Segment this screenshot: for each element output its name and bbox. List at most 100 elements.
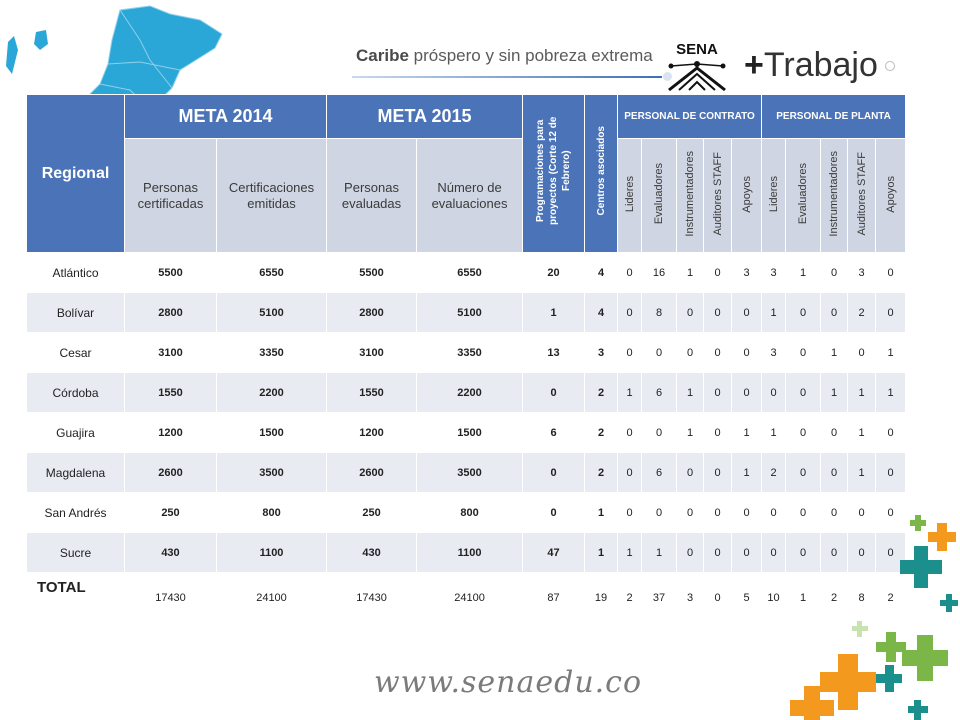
table-cell: 0 xyxy=(641,492,678,533)
role-header: Auditores STAFF xyxy=(703,138,733,253)
role-header: Lideres xyxy=(617,138,643,253)
table-cell: 0 xyxy=(785,292,822,333)
table-cell: 1500 xyxy=(215,412,328,453)
table-cell: 3 xyxy=(584,332,619,373)
table-row: Cesar 3100 3350 3100 3350 13 3 0 0 0 0 0 3 0 1 0 1 xyxy=(26,332,907,373)
table-cell: 3 xyxy=(731,252,763,293)
role-header: Apoyos xyxy=(875,138,907,253)
table-cell: 2 xyxy=(584,452,619,493)
total-cell: 24100 xyxy=(416,572,524,623)
table-row: Sucre 430 1100 430 1100 47 1 1 1 0 0 0 0 0 0 0 0 xyxy=(26,532,907,573)
centros-label: Centros asociados xyxy=(595,126,607,216)
total-cell: 17430 xyxy=(124,572,217,623)
role-label: Apoyos xyxy=(884,175,897,213)
table-cell: 1 xyxy=(761,292,787,333)
table-cell: 0 xyxy=(617,452,643,493)
total-cell: 24100 xyxy=(215,572,328,623)
role-label: Evaluadores xyxy=(653,163,666,225)
table-cell: 0 xyxy=(820,452,849,493)
header-meta-2014: META 2014 xyxy=(123,94,328,139)
sena-logo-text: SENA xyxy=(676,41,718,58)
table-cell: 0 xyxy=(522,372,586,413)
table-cell: 1 xyxy=(761,412,787,453)
table-cell: 0 xyxy=(785,492,822,533)
table-cell: 1 xyxy=(847,452,877,493)
header-meta-2015: META 2015 xyxy=(326,94,524,139)
table-cell: 800 xyxy=(215,492,328,533)
table-cell: 0 xyxy=(641,332,678,373)
table-cell: 6 xyxy=(522,412,586,453)
table-cell: 1 xyxy=(847,372,877,413)
table-cell: 0 xyxy=(676,292,705,333)
table-cell: 3 xyxy=(761,252,787,293)
header-regional: Regional xyxy=(26,94,125,253)
total-cell: 87 xyxy=(522,572,586,623)
table-cell: 0 xyxy=(875,252,907,293)
table-cell: 2200 xyxy=(215,372,328,413)
table-cell: 1100 xyxy=(416,532,524,573)
table-cell: 4 xyxy=(584,292,619,333)
subheader-certificaciones-emitidas: Certificaciones emitidas xyxy=(215,138,328,253)
table-cell: 1 xyxy=(641,532,678,573)
role-header: Apoyos xyxy=(731,138,763,253)
table-cell: 0 xyxy=(731,492,763,533)
table-cell: 0 xyxy=(617,252,643,293)
table-cell: 6550 xyxy=(215,252,328,293)
table-cell: 1 xyxy=(731,412,763,453)
table-cell: 2 xyxy=(584,372,619,413)
table-cell: 0 xyxy=(703,332,733,373)
role-label: Evaluadores xyxy=(797,163,810,225)
header-personal-planta: PERSONAL DE PLANTA xyxy=(761,94,907,139)
table-cell: 3100 xyxy=(124,332,217,373)
total-cell: 19 xyxy=(584,572,619,623)
table-row: Magdalena 2600 3500 2600 3500 0 2 0 6 0 0 1 2 0 0 1 0 xyxy=(26,452,907,493)
table-cell: 8 xyxy=(641,292,678,333)
total-cell: 17430 xyxy=(326,572,418,623)
table-cell: 2600 xyxy=(326,452,418,493)
table-cell: 0 xyxy=(703,412,733,453)
table-cell: 0 xyxy=(617,492,643,533)
table-cell: 0 xyxy=(820,412,849,453)
table-cell: 0 xyxy=(676,332,705,373)
table-cell: 1 xyxy=(875,332,907,373)
table-cell: 0 xyxy=(522,492,586,533)
table-cell: 13 xyxy=(522,332,586,373)
table-cell: 3350 xyxy=(416,332,524,373)
table-cell: 1 xyxy=(820,372,849,413)
table-cell: 0 xyxy=(875,292,907,333)
table-cell: 0 xyxy=(847,332,877,373)
total-row: TOTAL 17430 24100 17430 24100 87 19 2 37 3 0 5 10 1 2 8… xyxy=(26,572,907,623)
table-cell: 0 xyxy=(820,252,849,293)
table-cell: 1 xyxy=(617,532,643,573)
table-cell: 1 xyxy=(785,252,822,293)
header-personal-contrato: PERSONAL DE CONTRATO xyxy=(617,94,763,139)
tagline-bold: Caribe xyxy=(356,46,409,65)
subheader-numero-evaluaciones: Número de evaluaciones xyxy=(416,138,524,253)
table-cell: 1 xyxy=(584,532,619,573)
header-programaciones: Programaciones para proyectos (Corte 12 … xyxy=(522,94,586,253)
table-row: Atlántico 5500 6550 5500 6550 20 4 0 16 1 0 3 3 1 0 3 0 xyxy=(26,252,907,293)
table-cell: 1 xyxy=(522,292,586,333)
total-cell: 10 xyxy=(761,572,787,623)
table-cell: 0 xyxy=(761,532,787,573)
role-label: Lideres xyxy=(623,175,636,213)
table-cell: 0 xyxy=(617,292,643,333)
table-cell: 1 xyxy=(820,332,849,373)
table-cell: 1200 xyxy=(124,412,217,453)
table-cell: 0 xyxy=(703,372,733,413)
role-label: Auditores STAFF xyxy=(711,152,724,236)
table-cell: 5500 xyxy=(326,252,418,293)
regional-name: Córdoba xyxy=(26,372,125,413)
role-header: Lideres xyxy=(761,138,787,253)
table-cell: 430 xyxy=(326,532,418,573)
role-label: Lideres xyxy=(767,175,780,213)
table-cell: 0 xyxy=(875,492,907,533)
table-row: Córdoba 1550 2200 1550 2200 0 2 1 6 1 0 0 0 0 1 1 1 xyxy=(26,372,907,413)
table-cell: 0 xyxy=(820,532,849,573)
table-cell: 47 xyxy=(522,532,586,573)
trabajo-text: Trabajo xyxy=(763,46,878,84)
table-cell: 0 xyxy=(785,332,822,373)
total-cell: 1 xyxy=(785,572,822,623)
website-url: www.senaedu.co xyxy=(374,665,643,700)
table-cell: 1 xyxy=(731,452,763,493)
